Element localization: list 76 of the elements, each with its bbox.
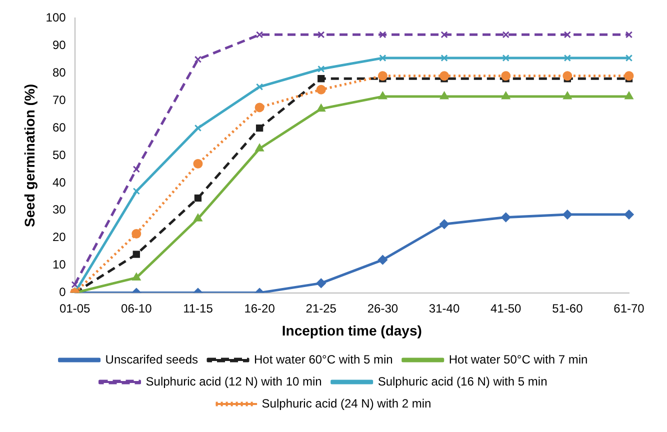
legend-label: Hot water 50°C with 7 min xyxy=(448,352,588,366)
point xyxy=(378,71,388,81)
point xyxy=(624,71,634,81)
point xyxy=(502,92,510,100)
x-tick-label: 16-20 xyxy=(244,301,276,316)
point xyxy=(193,158,203,168)
point xyxy=(440,54,448,62)
point xyxy=(440,219,450,229)
point xyxy=(194,194,202,202)
legend-label: Sulphuric acid (16 N) with 5 min xyxy=(378,374,548,388)
point xyxy=(318,75,325,82)
point xyxy=(256,83,264,90)
point xyxy=(318,31,325,38)
point xyxy=(316,84,326,94)
point xyxy=(194,214,202,222)
x-tick-label: 26-30 xyxy=(367,301,398,316)
x-tick-label: 61-70 xyxy=(614,301,645,316)
point xyxy=(256,31,264,38)
point xyxy=(132,166,140,173)
point xyxy=(502,54,510,62)
point xyxy=(564,54,572,62)
y-tick-label: 10 xyxy=(52,258,66,272)
point xyxy=(132,229,142,239)
x-tick-label: 21-25 xyxy=(306,301,337,316)
point xyxy=(132,188,140,195)
point xyxy=(502,31,510,38)
point xyxy=(624,210,634,220)
point xyxy=(255,144,264,152)
y-tick-label: 40 xyxy=(52,175,66,190)
legend-label: Hot water 60°C with 5 min xyxy=(254,352,393,366)
y-axis-title: Seed germination (%) xyxy=(21,84,38,228)
point xyxy=(316,104,326,112)
y-tick-label: 20 xyxy=(52,230,66,244)
legend-label: Unscarifed seeds xyxy=(105,352,198,366)
y-tick-label: 80 xyxy=(52,65,66,80)
y-tick-label: 60 xyxy=(52,120,66,134)
point xyxy=(132,250,140,258)
point xyxy=(378,255,388,265)
point xyxy=(378,92,387,100)
legend-label: Sulphuric acid (24 N) with 2 min xyxy=(262,396,432,410)
point xyxy=(440,92,448,100)
point xyxy=(71,280,78,288)
point xyxy=(132,272,141,280)
x-tick-label: 51-60 xyxy=(552,301,584,316)
point xyxy=(625,31,633,38)
point xyxy=(379,31,386,38)
point xyxy=(563,92,572,100)
point xyxy=(501,212,511,222)
point xyxy=(564,31,572,38)
y-tick-label: 30 xyxy=(52,202,66,217)
y-tick-label: 50 xyxy=(52,148,66,162)
x-axis-title: Inception time (days) xyxy=(282,322,422,338)
y-tick-label: 70 xyxy=(52,92,66,107)
point xyxy=(318,65,325,73)
point xyxy=(501,71,511,81)
point xyxy=(379,54,386,62)
x-tick-label: 06-10 xyxy=(121,301,152,316)
point xyxy=(440,31,448,38)
y-tick-label: 90 xyxy=(52,38,66,52)
point xyxy=(440,71,450,81)
legend-label: Sulphuric acid (12 N) with 10 min xyxy=(146,374,322,388)
x-tick-label: 31-40 xyxy=(428,301,460,316)
point xyxy=(256,124,264,132)
x-tick-label: 41-50 xyxy=(490,301,522,316)
x-tick-label: 11-15 xyxy=(183,301,214,316)
point xyxy=(562,210,572,220)
point xyxy=(254,102,264,112)
point xyxy=(316,278,326,288)
point xyxy=(625,54,633,62)
y-tick-label: 100 xyxy=(46,10,66,25)
y-tick-label: 0 xyxy=(59,285,66,300)
point xyxy=(194,124,202,132)
point xyxy=(624,92,634,100)
point xyxy=(562,71,572,81)
point xyxy=(194,56,202,63)
x-tick-label: 01-05 xyxy=(59,301,90,316)
